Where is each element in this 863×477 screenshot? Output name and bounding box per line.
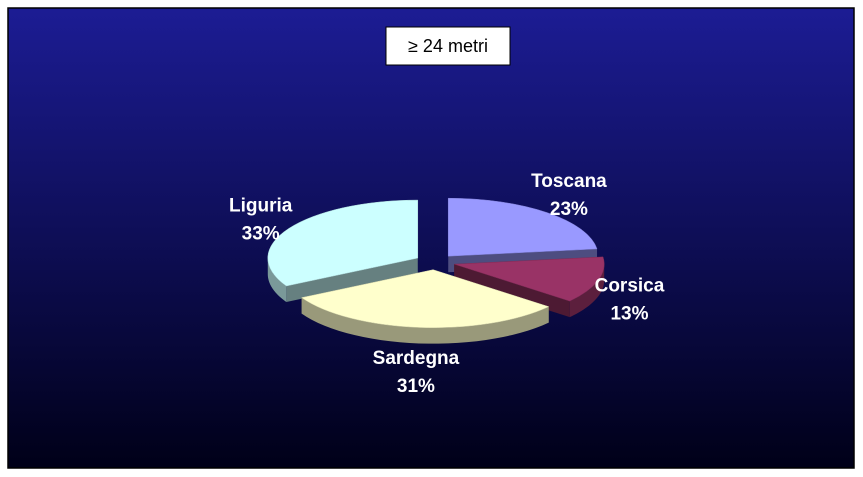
slice	[301, 269, 550, 328]
slice-side	[454, 264, 570, 318]
slice-side	[267, 258, 287, 303]
slice-side	[301, 297, 549, 344]
chart-area	[7, 7, 855, 469]
slice-value-label: 23%	[550, 199, 588, 220]
slice-value-label: 31%	[397, 376, 435, 397]
slice-label: Liguria	[229, 195, 293, 216]
slice-label: Sardegna	[373, 348, 460, 369]
labels: Toscana 23% Corsica 13% Sardegna 31% Liguria 33…	[229, 171, 665, 397]
slice-label: Toscana	[531, 171, 607, 192]
title-box	[385, 26, 511, 66]
slice-value-label: 33%	[242, 223, 280, 244]
slice-value-label: 13%	[610, 303, 648, 324]
slice-side	[569, 264, 605, 318]
slice	[447, 197, 598, 257]
slice-side	[286, 258, 418, 303]
slice	[454, 256, 605, 302]
chart-title: ≥ 24 metri	[408, 36, 488, 56]
slice	[267, 199, 419, 287]
slice-label: Corsica	[595, 275, 665, 296]
pie	[267, 197, 605, 344]
